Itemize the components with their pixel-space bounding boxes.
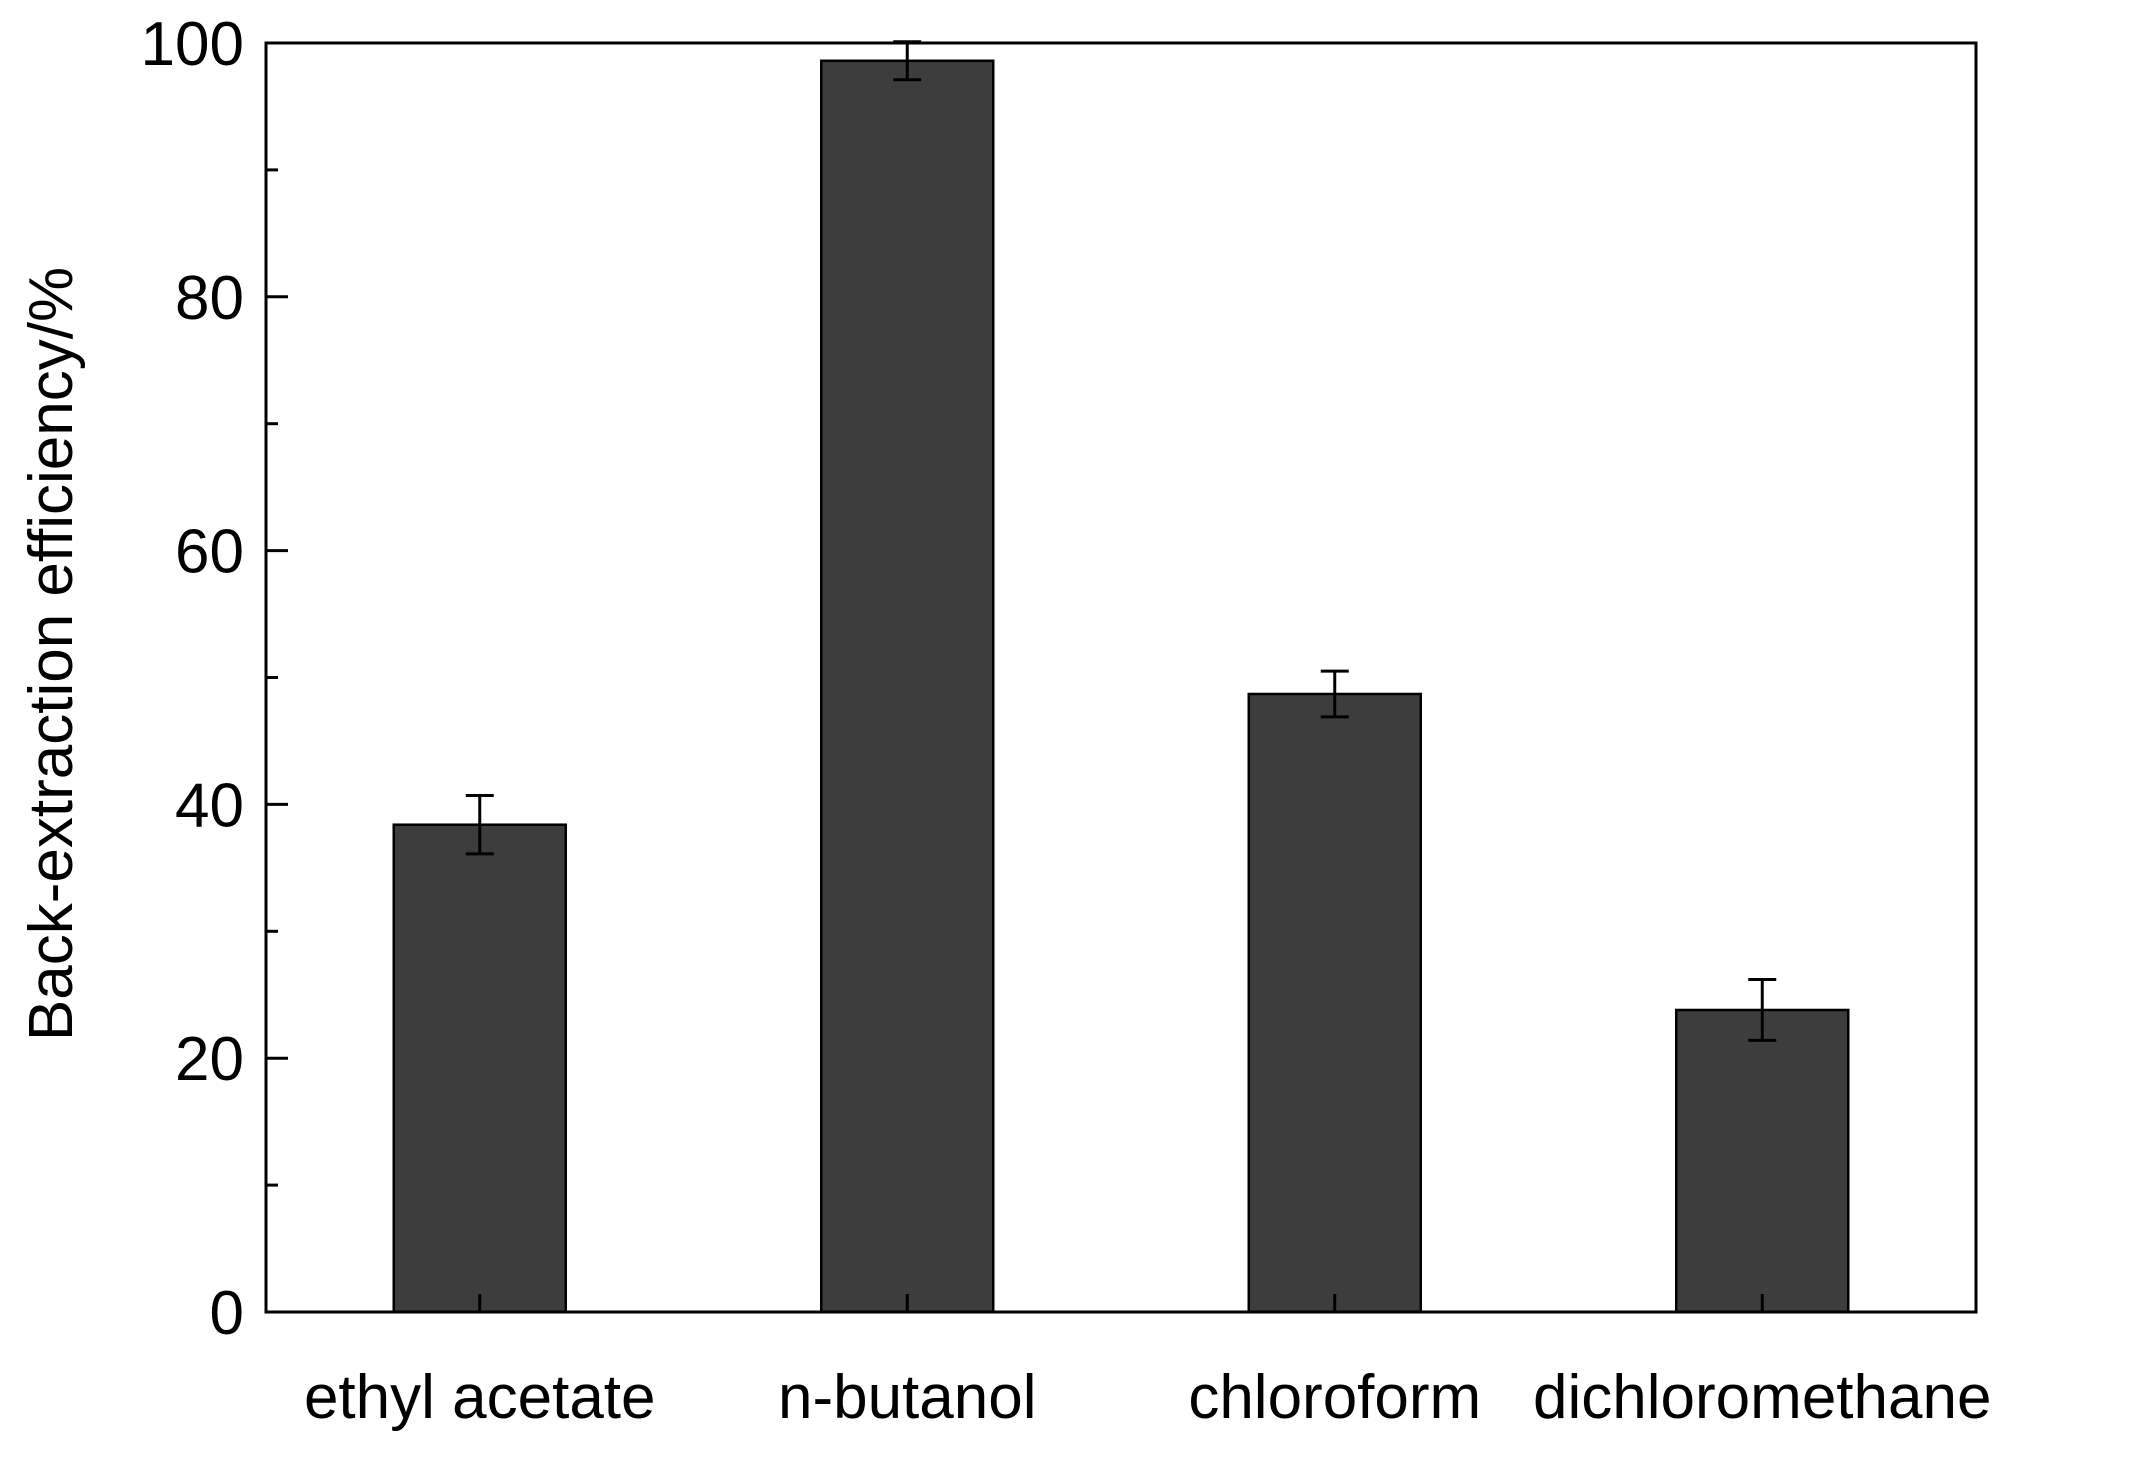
y-tick-label: 40 [175, 771, 244, 840]
bar-chloroform [1247, 692, 1422, 1314]
error-bar-ethyl-acetate [465, 794, 494, 856]
bars-layer [392, 59, 1850, 1314]
bar-dichloromethane [1675, 1008, 1850, 1314]
error-bars-layer [465, 40, 1777, 1042]
plot-frame [264, 41, 1978, 1314]
bar-ethyl-acetate [392, 823, 567, 1314]
tick-labels-layer: ethyl acetate n-butanol chloroform dichloro… [141, 10, 1992, 1432]
x-tick-label: chloroform [1188, 1363, 1481, 1432]
error-bar-chloroform [1320, 669, 1349, 719]
x-tick-label: dichloromethane [1533, 1363, 1991, 1432]
x-tick-label: ethyl acetate [304, 1363, 656, 1432]
y-axis-title: Back-extraction efficiency/% [17, 267, 86, 1041]
error-bar-dichloromethane [1748, 978, 1777, 1042]
x-tick-label: n-butanol [778, 1363, 1037, 1432]
y-tick-label: 80 [175, 264, 244, 333]
y-tick-label: 20 [175, 1025, 244, 1094]
y-tick-label: 60 [175, 518, 244, 587]
y-tick-label: 100 [141, 10, 244, 79]
bar-n-butanol [820, 59, 995, 1314]
y-tick-label: 0 [210, 1279, 244, 1348]
